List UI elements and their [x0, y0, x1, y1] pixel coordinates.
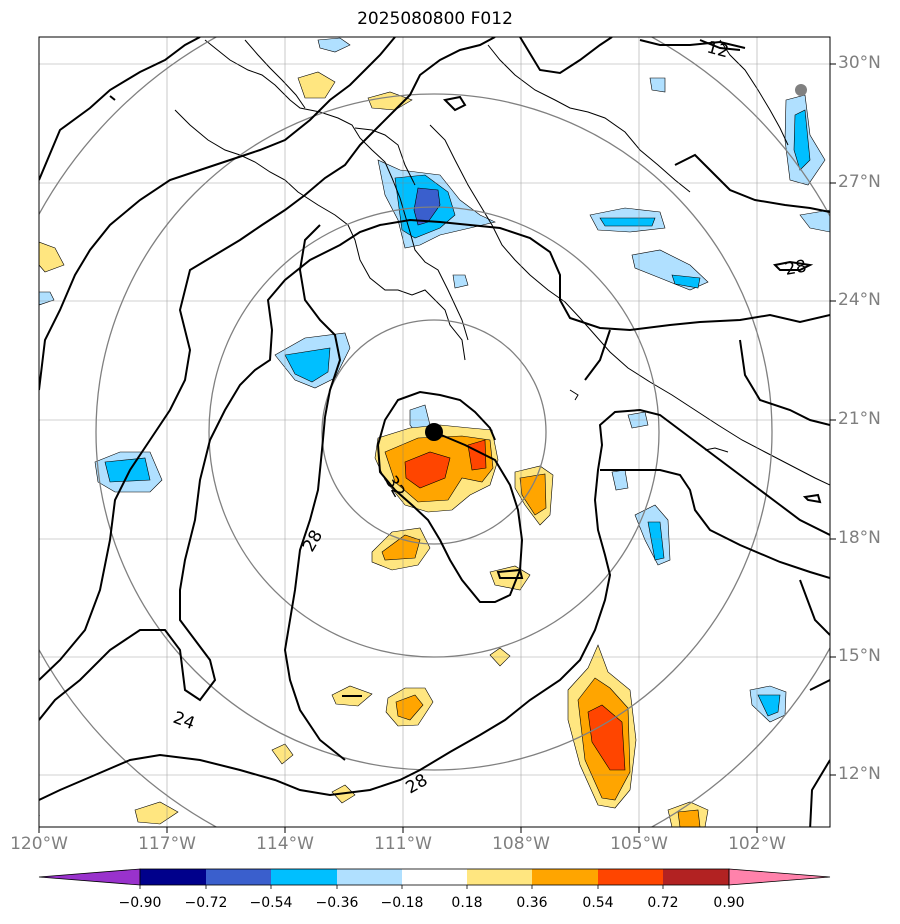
negative-anomaly-patch: [284, 347, 331, 383]
colorbar-tick-label: 0.72: [647, 895, 679, 911]
colorbar-extend-high: [728, 868, 831, 886]
positive-anomaly-patch: [677, 809, 701, 827]
figure-title: 2025080800 F012: [357, 9, 513, 29]
shaded-anomaly-areas: [39, 37, 830, 827]
lon-label: 108°W: [492, 834, 550, 854]
negative-anomaly-patch: [317, 37, 351, 53]
colorbar-tick-label: 0.54: [582, 895, 614, 911]
colorbar-segment: [206, 869, 271, 885]
colorbar-tick-label: −0.72: [184, 895, 228, 911]
positive-anomaly-patch: [404, 451, 451, 489]
colorbar-frame: [139, 868, 730, 886]
lon-label: 105°W: [610, 834, 668, 854]
lat-label: 15°N: [838, 646, 881, 666]
map-frame: [38, 36, 831, 828]
storm-center-marker: [425, 423, 443, 441]
lon-label: 111°W: [374, 834, 432, 854]
colorbar: [38, 868, 831, 889]
colorbar-extend-low: [38, 868, 141, 886]
lat-label: 27°N: [838, 172, 881, 192]
range-ring-1: [321, 319, 547, 545]
negative-anomaly-patch: [647, 521, 665, 561]
colorbar-segment: [337, 869, 402, 885]
colorbar-segment: [140, 869, 206, 885]
coastline: [174, 39, 830, 486]
lat-label: 24°N: [838, 290, 881, 310]
lon-label: 117°W: [138, 834, 196, 854]
negative-anomaly-patch: [452, 274, 469, 289]
lat-lon-grid: [39, 37, 830, 827]
secondary-point-marker: [795, 84, 807, 96]
positive-anomaly-patch: [587, 704, 626, 771]
colorbar-tick-label: 0.18: [451, 895, 483, 911]
positive-anomaly-patch: [297, 71, 336, 99]
colorbar-segment: [598, 869, 663, 885]
colorbar-segment: [271, 869, 337, 885]
positive-anomaly-patch: [39, 241, 65, 273]
colorbar-segment: [402, 869, 467, 885]
negative-anomaly-patch: [757, 694, 781, 717]
colorbar-tick-label: −0.90: [118, 895, 162, 911]
lat-label: 21°N: [838, 409, 881, 429]
negative-anomaly-patch: [104, 457, 151, 483]
positive-anomaly-patch: [467, 439, 487, 471]
positive-anomaly-patch: [367, 91, 413, 111]
colorbar-tick-label: 0.90: [713, 895, 745, 911]
colorbar-tick-label: 0.36: [516, 895, 548, 911]
negative-anomaly-patch: [799, 209, 830, 233]
axis-ticks: [38, 63, 836, 833]
positive-anomaly-patch: [519, 473, 547, 516]
colorbar-segment: [532, 869, 598, 885]
lat-label: 12°N: [838, 764, 881, 784]
lon-label: 120°W: [10, 834, 68, 854]
colorbar-segment: [663, 869, 729, 885]
negative-anomaly-patch: [649, 77, 666, 93]
colorbar-tick-label: −0.54: [249, 895, 293, 911]
negative-anomaly-patch: [39, 291, 55, 306]
colorbar-segment: [467, 869, 532, 885]
colorbar-tick-label: −0.36: [315, 895, 359, 911]
contour-label: 28: [783, 256, 808, 279]
colorbar-tick-label: −0.18: [380, 895, 424, 911]
lon-label: 102°W: [728, 834, 786, 854]
contour-lines: [39, 37, 830, 827]
lat-label: 18°N: [838, 528, 881, 548]
lon-label: 114°W: [256, 834, 314, 854]
range-ring-3: [95, 93, 773, 771]
negative-anomaly-patch: [671, 274, 701, 289]
negative-anomaly-patch: [599, 217, 656, 227]
lat-label: 30°N: [838, 53, 881, 73]
negative-anomaly-patch: [793, 109, 811, 171]
positive-anomaly-patch: [271, 743, 294, 765]
